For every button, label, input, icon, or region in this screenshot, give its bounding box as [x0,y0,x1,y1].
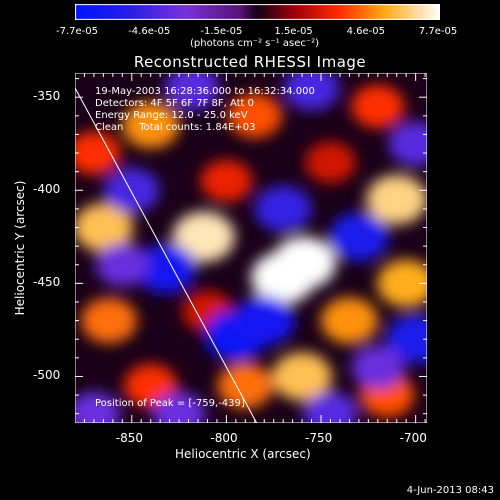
x-tick-label: -700 [399,431,427,445]
y-axis-label: Heliocentric Y (arcsec) [13,180,27,316]
negative-blob [254,185,312,233]
annotation-line: Detectors: 4F 5F 6F 7F 8F, Att 0 [95,98,255,109]
colorbar-tick-label: 1.5e-05 [274,26,313,37]
axis-ticks [75,73,427,423]
negative-blob [303,391,358,423]
colorbar-tick-label: -4.6e-05 [128,26,171,37]
y-tick-label: -500 [33,368,61,383]
colorbar [75,4,440,20]
emission-blob [217,363,274,409]
plot-area [75,73,427,423]
x-tick-label: -800 [210,431,238,445]
timestamp: 4-Jun-2013 08:43 [406,485,494,496]
chart-title: Reconstructed RHESSI Image [133,53,367,71]
emission-blob [351,84,405,129]
solar-limb-line [75,87,258,423]
negative-blob [283,73,340,111]
emission-blob [366,174,427,225]
negative-blob [135,243,197,294]
emission-blob [200,159,253,203]
annotation-line: 19-May-2003 16:28:36.000 to 16:32:34.000 [95,86,315,97]
emission-blob [272,352,332,401]
negative-blob [152,392,206,423]
y-tick-label: -400 [33,182,61,197]
annotation-line: Energy Range: 12.0 - 25.0 keV [95,110,248,121]
colorbar-tick-label: -1.5e-05 [200,26,243,37]
x-tick-label: -750 [305,431,333,445]
negative-blob [329,212,389,262]
negative-blob [165,73,220,111]
x-axis-label: Heliocentric X (arcsec) [175,447,311,461]
negative-blob [351,345,405,389]
y-tick-label: -350 [33,89,61,104]
colorbar-tick-label: -7.7e-05 [56,26,98,37]
peak-position-label: Position of Peak = [-759,-439] [95,398,245,409]
emission-blob [305,141,356,183]
annotation-line: Clean Total counts: 1.84E+03 [95,122,256,133]
negative-blob [233,295,295,346]
emission-blob [75,131,121,175]
heatmap-blobs [75,73,427,423]
negative-blob [103,167,160,213]
colorbar-tick-label: 7.7e-05 [418,26,458,37]
emission-blob [227,93,282,138]
negative-blob [75,392,121,423]
negative-blob [388,121,427,166]
negative-blob [95,243,149,287]
emission-blob [81,297,137,344]
negative-blob [385,314,427,364]
colorbar-tick-label: 4.6e-05 [346,26,385,37]
emission-blob [271,236,336,289]
emission-blob [172,211,235,263]
x-tick-label: -850 [115,431,143,445]
emission-blob [320,297,378,344]
emission-blob [75,203,134,252]
colorbar-units: (photons cm⁻² s⁻¹ asec⁻²) [190,38,320,49]
y-tick-label: -450 [33,275,61,290]
emission-blob [122,101,180,149]
emission-blob [377,259,427,308]
